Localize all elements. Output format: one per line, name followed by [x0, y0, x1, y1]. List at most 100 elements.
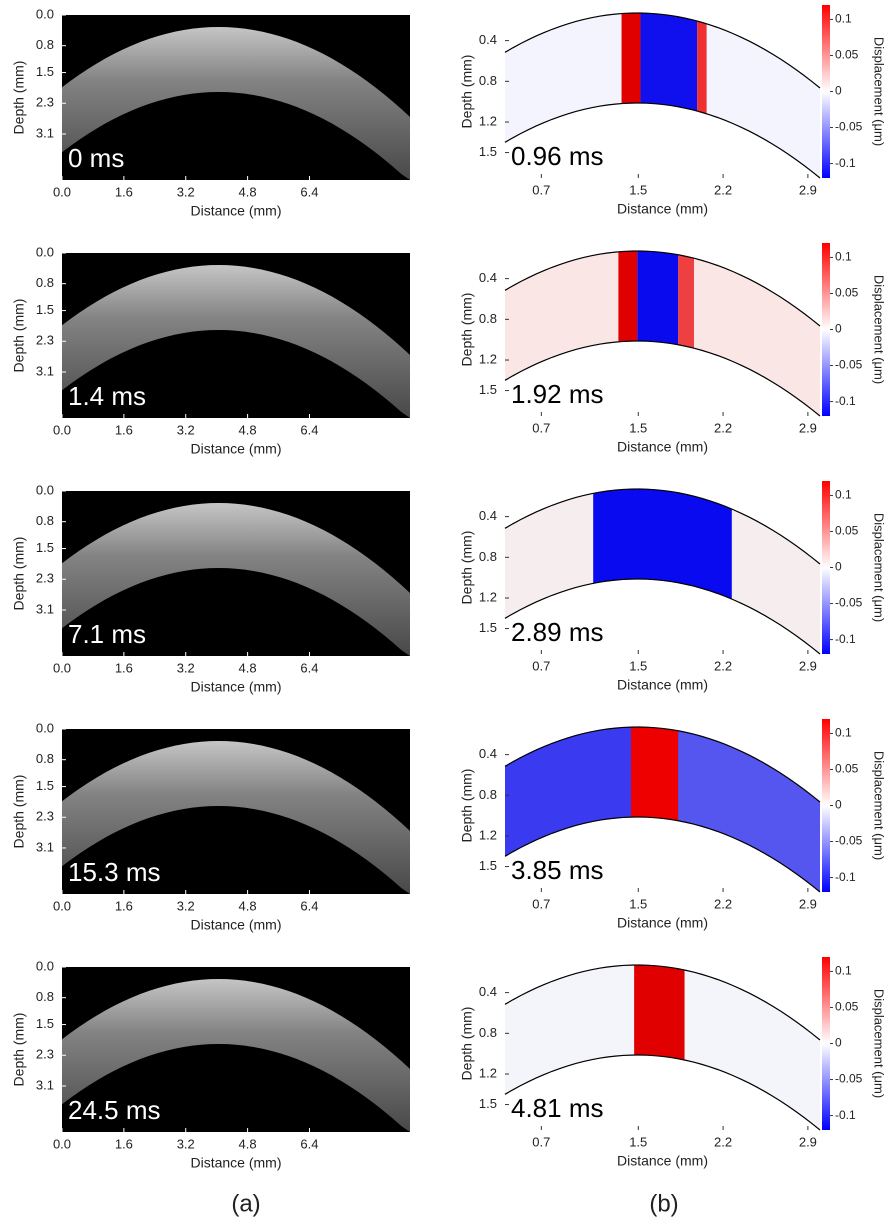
colorbar-tick-label: 0 — [835, 798, 842, 812]
displacement-band — [634, 957, 684, 1130]
stripes — [593, 481, 732, 654]
y-tick-label: 2.3 — [36, 95, 54, 110]
stripes — [622, 5, 707, 178]
panel-label: (a) — [231, 1190, 260, 1217]
x-axis-label: Distance (mm) — [190, 679, 281, 695]
colorbar — [822, 719, 830, 892]
y-tick-label: 0.8 — [36, 989, 54, 1004]
time-label: 0.96 ms — [511, 141, 604, 171]
colorbar-label: Displacement (μm) — [872, 989, 887, 1098]
colorbar-tick-label: 0.05 — [835, 286, 859, 300]
y-tick-label: 3.1 — [36, 839, 54, 854]
colorbar-tick-label: 0.05 — [835, 1000, 859, 1014]
x-tick-label: 2.9 — [799, 896, 817, 911]
y-tick-label: 1.5 — [36, 302, 54, 317]
x-tick-label: 0.7 — [532, 658, 550, 673]
panel: 0.71.52.22.90.40.81.21.5Distance (mm)Dep… — [459, 243, 887, 455]
colorbar-tick-label: 0.05 — [835, 48, 859, 62]
y-tick-label: 0.0 — [36, 720, 54, 735]
y-axis-label: Depth (mm) — [11, 299, 27, 373]
colorbar-tick-label: 0.05 — [835, 524, 859, 538]
y-tick-label: 0.8 — [479, 787, 497, 802]
x-tick-label: 4.8 — [239, 422, 257, 437]
x-tick-label: 1.5 — [629, 1134, 647, 1149]
y-tick-label: 1.2 — [479, 589, 497, 604]
colorbar-tick-label: 0.1 — [835, 12, 852, 26]
colorbar-tick-label: 0 — [835, 1036, 842, 1050]
y-tick-label: 0.4 — [479, 984, 497, 999]
x-tick-label: 4.8 — [239, 1136, 257, 1151]
x-axis-label: Distance (mm) — [617, 1153, 708, 1169]
x-tick-label: 2.9 — [799, 182, 817, 197]
x-tick-label: 0.0 — [53, 1136, 71, 1151]
y-tick-label: 0.0 — [36, 958, 54, 973]
y-tick-label: 1.5 — [479, 858, 497, 873]
x-tick-label: 0.7 — [532, 420, 550, 435]
x-tick-label: 2.2 — [714, 1134, 732, 1149]
y-tick-label: 3.1 — [36, 601, 54, 616]
x-tick-label: 0.0 — [53, 184, 71, 199]
y-axis-label: Depth (mm) — [459, 293, 475, 367]
y-tick-label: 1.2 — [479, 351, 497, 366]
y-tick-label: 3.1 — [36, 125, 54, 140]
time-label: 0 ms — [68, 143, 124, 173]
x-tick-label: 0.0 — [53, 422, 71, 437]
y-tick-label: 2.3 — [36, 571, 54, 586]
x-axis-label: Distance (mm) — [190, 441, 281, 457]
colorbar-tick-label: 0 — [835, 322, 842, 336]
y-tick-label: 0.0 — [36, 244, 54, 259]
x-tick-label: 3.2 — [177, 1136, 195, 1151]
displacement-band — [618, 243, 637, 416]
y-axis-label: Depth (mm) — [11, 537, 27, 611]
x-tick-label: 2.9 — [799, 658, 817, 673]
x-tick-label: 6.4 — [300, 1136, 318, 1151]
displacement-band — [622, 5, 641, 178]
x-tick-label: 1.6 — [115, 422, 133, 437]
x-tick-label: 2.2 — [714, 420, 732, 435]
colorbar-label: Displacement (μm) — [872, 751, 887, 860]
x-axis-label: Distance (mm) — [190, 917, 281, 933]
x-tick-label: 0.7 — [532, 896, 550, 911]
x-tick-label: 1.6 — [115, 660, 133, 675]
y-axis-label: Depth (mm) — [11, 775, 27, 849]
x-axis-label: Distance (mm) — [190, 203, 281, 219]
colorbar-tick-label: -0.05 — [835, 596, 863, 610]
colorbar-tick-label: -0.1 — [835, 394, 856, 408]
x-tick-label: 4.8 — [239, 660, 257, 675]
y-tick-label: 1.5 — [479, 620, 497, 635]
x-tick-label: 3.2 — [177, 422, 195, 437]
colorbar — [822, 5, 830, 178]
x-tick-label: 2.9 — [799, 1134, 817, 1149]
y-tick-label: 1.5 — [479, 1096, 497, 1111]
colorbar-tick-label: -0.05 — [835, 834, 863, 848]
colorbar — [822, 481, 830, 654]
y-tick-label: 0.8 — [479, 73, 497, 88]
y-tick-label: 0.4 — [479, 32, 497, 47]
figure: (a) (b) 0.01.63.24.86.40.00.81.52.33.1Di… — [0, 0, 889, 1228]
x-tick-label: 1.6 — [115, 184, 133, 199]
colorbar-tick-label: 0.05 — [835, 762, 859, 776]
colorbar — [822, 957, 830, 1130]
y-tick-label: 2.3 — [36, 1047, 54, 1062]
y-tick-label: 1.2 — [479, 827, 497, 842]
colorbar-tick-label: 0.1 — [835, 726, 852, 740]
y-tick-label: 0.8 — [479, 311, 497, 326]
x-tick-label: 1.5 — [629, 182, 647, 197]
x-tick-label: 0.7 — [532, 1134, 550, 1149]
y-tick-label: 3.1 — [36, 363, 54, 378]
x-tick-label: 2.9 — [799, 420, 817, 435]
x-tick-label: 6.4 — [300, 660, 318, 675]
y-axis-label: Depth (mm) — [459, 1007, 475, 1081]
stripes — [618, 243, 694, 416]
y-axis-label: Depth (mm) — [11, 61, 27, 135]
colorbar-tick-label: 0.1 — [835, 250, 852, 264]
y-axis-label: Depth (mm) — [11, 1013, 27, 1087]
x-tick-label: 0.0 — [53, 660, 71, 675]
x-tick-label: 1.6 — [115, 898, 133, 913]
x-tick-label: 2.2 — [714, 182, 732, 197]
